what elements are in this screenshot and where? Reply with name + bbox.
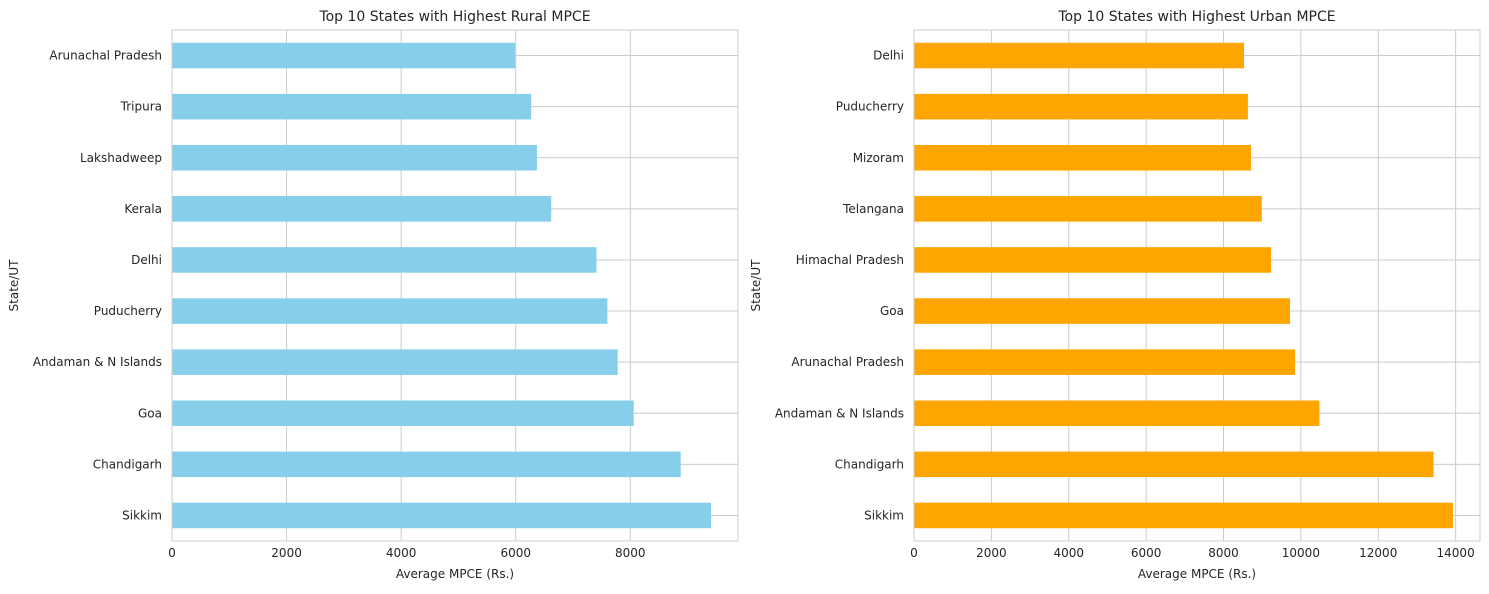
rural-bar — [172, 349, 618, 375]
urban-bar — [914, 42, 1245, 69]
rural-y-tick-label: Tripura — [120, 100, 162, 114]
urban-x-tick-label: 10000 — [1282, 546, 1320, 560]
rural-y-tick-label: Puducherry — [94, 304, 162, 318]
urban-y-tick-label: Delhi — [873, 49, 904, 63]
rural-chart-title: Top 10 States with Highest Rural MPCE — [318, 9, 590, 25]
urban-bar — [914, 400, 1320, 427]
urban-x-tick-label: 4000 — [1053, 546, 1084, 560]
urban-x-tick-label: 6000 — [1131, 546, 1162, 560]
rural-chart: 0 2000 4000 6000 8000 Arunachal Pradesh Tripur… — [7, 9, 739, 581]
urban-bar — [914, 451, 1434, 478]
rural-x-tick-label: 4000 — [386, 546, 417, 560]
rural-y-tick-label: Sikkim — [122, 508, 162, 522]
urban-x-tick-label: 14000 — [1437, 546, 1475, 560]
rural-bar — [172, 502, 712, 529]
urban-bar — [914, 144, 1251, 171]
rural-y-tick-label: Andaman & N Islands — [33, 355, 162, 369]
urban-bar — [914, 196, 1262, 222]
rural-bar — [172, 144, 537, 171]
urban-x-tick-label: 12000 — [1359, 546, 1397, 560]
urban-bar — [914, 502, 1453, 529]
urban-chart-title: Top 10 States with Highest Urban MPCE — [1057, 9, 1335, 25]
rural-x-tick-label: 2000 — [271, 546, 302, 560]
urban-chart: 0 2000 4000 6000 8000 10000 12000 14000 Delhi Pud… — [749, 9, 1481, 581]
rural-bar — [172, 42, 516, 69]
rural-y-axis-label: State/UT — [7, 259, 21, 312]
urban-bar — [914, 247, 1272, 273]
rural-y-tick-label: Kerala — [124, 202, 162, 216]
urban-bar — [914, 93, 1248, 120]
rural-bar — [172, 298, 608, 324]
urban-bar — [914, 298, 1291, 324]
urban-y-tick-label: Goa — [880, 304, 904, 318]
rural-bar — [172, 247, 597, 273]
urban-y-tick-label: Arunachal Pradesh — [791, 355, 904, 369]
rural-axes-frame — [171, 29, 739, 542]
urban-y-tick-label: Puducherry — [836, 100, 904, 114]
rural-bar — [172, 451, 681, 478]
urban-x-tick-label: 0 — [910, 546, 918, 560]
rural-bar — [172, 196, 552, 222]
urban-y-axis-label: State/UT — [749, 259, 763, 312]
urban-x-tick-label: 2000 — [976, 546, 1007, 560]
rural-y-tick-label: Delhi — [131, 253, 162, 267]
rural-bar — [172, 400, 634, 427]
rural-x-tick-label: 6000 — [500, 546, 531, 560]
urban-axes-frame — [913, 29, 1481, 542]
rural-y-tick-label: Chandigarh — [93, 457, 162, 471]
rural-bar — [172, 93, 532, 120]
rural-y-tick-label: Lakshadweep — [80, 151, 162, 165]
rural-y-tick-label: Arunachal Pradesh — [49, 49, 162, 63]
urban-x-axis-label: Average MPCE (Rs.) — [1138, 567, 1256, 581]
urban-y-tick-label: Himachal Pradesh — [796, 253, 904, 267]
urban-x-tick-label: 8000 — [1208, 546, 1239, 560]
rural-x-axis-label: Average MPCE (Rs.) — [396, 567, 514, 581]
rural-y-tick-label: Goa — [138, 406, 162, 420]
rural-x-tick-label: 8000 — [615, 546, 646, 560]
urban-y-tick-label: Chandigarh — [835, 457, 904, 471]
urban-y-tick-label: Telangana — [842, 202, 904, 216]
urban-y-tick-label: Sikkim — [864, 508, 904, 522]
urban-y-tick-label: Andaman & N Islands — [775, 406, 904, 420]
urban-y-tick-label: Mizoram — [853, 151, 904, 165]
rural-x-tick-label: 0 — [168, 546, 176, 560]
urban-bar — [914, 349, 1296, 375]
